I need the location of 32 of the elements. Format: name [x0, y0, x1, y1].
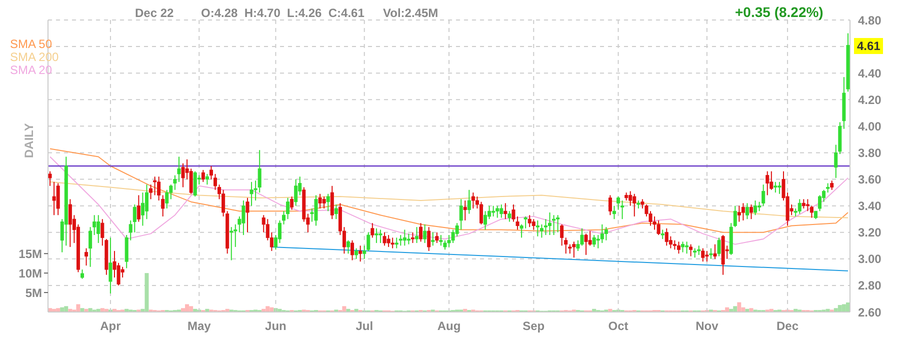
y-tick-label: 4.00 — [858, 119, 882, 134]
text: 4.61 — [854, 38, 884, 54]
y-tick-label: 4.80 — [858, 13, 882, 28]
text: SMA 200 — [10, 50, 59, 64]
annotation: Dec 22 — [135, 6, 174, 20]
x-tick-label: Apr — [100, 319, 122, 333]
annotation: Vol:2.45M — [383, 6, 438, 20]
annotation: +0.35 (8.22%) — [735, 4, 824, 20]
x-tick-label: Sep — [522, 319, 545, 333]
y2-tick-label: 10M — [18, 266, 42, 280]
x-tick-label: Jun — [265, 319, 286, 333]
y-tick-label: 2.60 — [858, 305, 882, 320]
annotation: O:4.28 H:4.70 L:4.26 C:4.61 — [201, 6, 364, 20]
text: DAILY — [22, 123, 36, 158]
y-tick-label: 3.00 — [858, 252, 882, 266]
y-tick-label: 3.60 — [858, 172, 882, 187]
x-tick-label: Oct — [608, 319, 628, 333]
y-tick-label: 4.20 — [858, 92, 882, 107]
y-tick-label: 3.80 — [858, 146, 882, 160]
x-tick-label: Jul — [356, 319, 374, 333]
x-tick-label: Nov — [696, 319, 719, 333]
y-tick-label: 3.40 — [858, 199, 882, 214]
text: SMA 20 — [10, 63, 54, 77]
x-tick-label: Dec — [776, 319, 799, 333]
x-tick-label: May — [187, 319, 212, 333]
y2-tick-label: 5M — [25, 286, 42, 300]
y-tick-label: 3.20 — [858, 226, 882, 240]
y-tick-label: 4.40 — [858, 66, 882, 80]
y2-tick-label: 15M — [18, 246, 42, 261]
y-tick-label: 2.80 — [858, 278, 882, 293]
text: SMA 50 — [10, 37, 54, 51]
x-tick-label: Aug — [437, 319, 461, 333]
